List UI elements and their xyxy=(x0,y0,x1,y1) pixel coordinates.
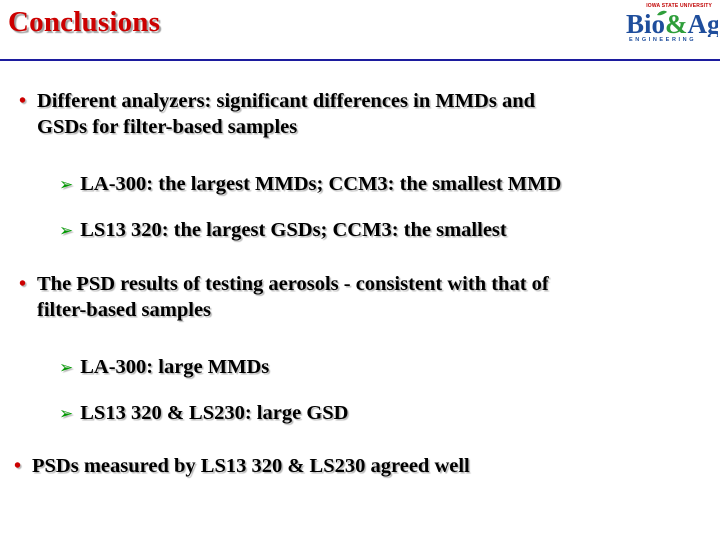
logo-ag-text: Ag xyxy=(688,9,718,37)
sub-item-text: LS13 320 & LS230: large GSD xyxy=(80,402,349,424)
bullet-text-line: The PSD results of testing aerosols - co… xyxy=(37,273,549,295)
sub-item-text: LA-300: the largest MMDs; CCM3: the smal… xyxy=(80,173,562,195)
sub-item: ➢ LA-300: large MMDs xyxy=(59,354,269,381)
logo-university-text: IOWA STATE UNIVERSITY xyxy=(646,3,712,9)
bio-ag-engineering-logo: IOWA STATE UNIVERSITY Bio&Ag ENGINEERING xyxy=(610,3,718,47)
bullet-marker: • xyxy=(19,273,27,295)
title-divider xyxy=(0,59,720,61)
leaf-icon xyxy=(657,10,667,16)
arrow-icon: ➢ xyxy=(59,175,74,195)
sub-item: ➢ LA-300: the largest MMDs; CCM3: the sma… xyxy=(59,171,561,198)
bullet-item-3: • PSDs measured by LS13 320 & LS230 agre… xyxy=(14,453,470,479)
logo-amp-text: & xyxy=(665,9,688,37)
arrow-icon: ➢ xyxy=(59,358,74,378)
logo-wordmark: Bio&Ag xyxy=(626,9,718,37)
bullet-marker: • xyxy=(19,90,27,112)
bullet-marker: • xyxy=(14,455,22,477)
bullet-item-1: • Different analyzers: significant diffe… xyxy=(19,88,536,140)
sub-item-text: LS13 320: the largest GSDs; CCM3: the sm… xyxy=(80,219,507,241)
bullet-item-2: • The PSD results of testing aerosols - … xyxy=(19,271,549,323)
arrow-icon: ➢ xyxy=(59,404,74,424)
bullet-text-line: filter-based samples xyxy=(37,299,212,321)
arrow-icon: ➢ xyxy=(59,221,74,241)
logo-engineering-text: ENGINEERING xyxy=(629,37,697,43)
bullet-text-line: GSDs for filter-based samples xyxy=(37,116,298,138)
sub-item: ➢ LS13 320: the largest GSDs; CCM3: the s… xyxy=(59,217,507,244)
svg-text:Bio&Ag: Bio&Ag xyxy=(626,9,718,37)
sub-item: ➢ LS13 320 & LS230: large GSD xyxy=(59,400,348,427)
slide-title: Conclusions xyxy=(8,6,161,38)
sub-item-text: LA-300: large MMDs xyxy=(80,356,270,378)
bullet-text-line: PSDs measured by LS13 320 & LS230 agreed… xyxy=(32,455,470,477)
bullet-text-line: Different analyzers: significant differe… xyxy=(37,90,536,112)
